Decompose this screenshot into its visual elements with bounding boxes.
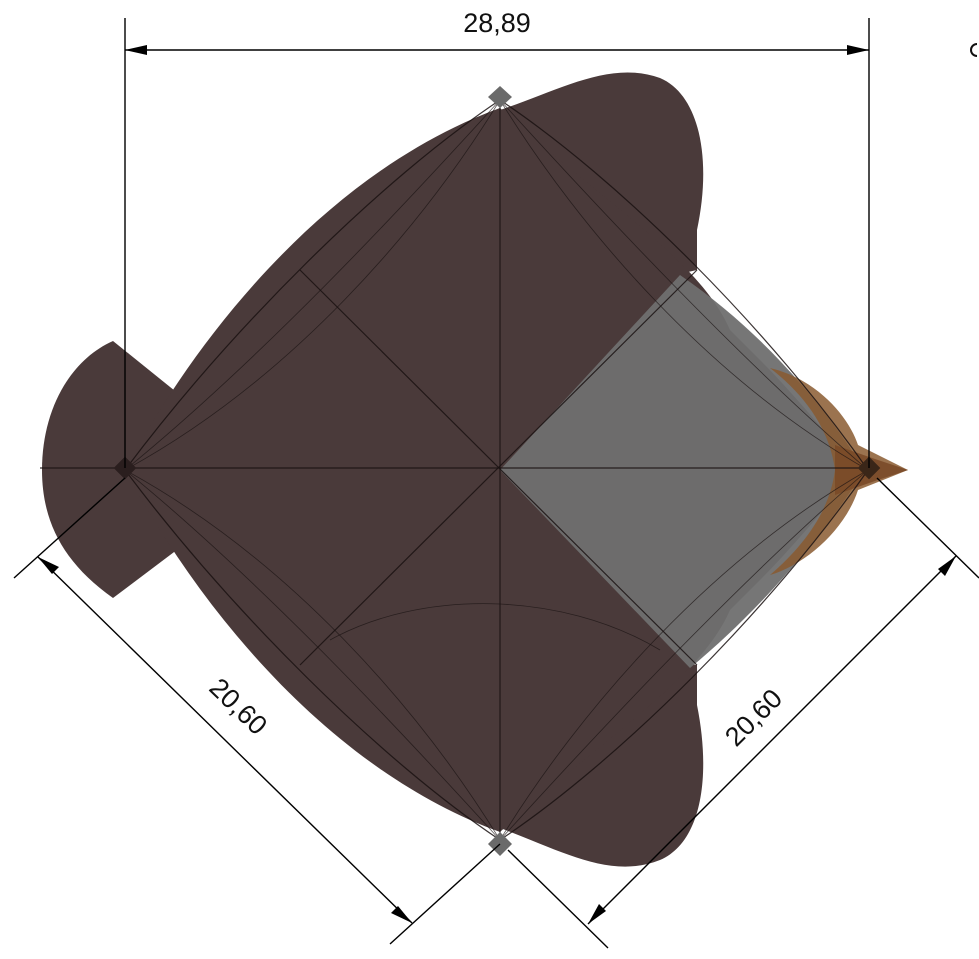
glass-panel — [500, 275, 865, 668]
facet-top-left-inner — [124, 99, 501, 471]
stray-glyph — [970, 43, 978, 57]
dim-right-ext-a — [876, 477, 979, 579]
diagonal-b — [299, 269, 698, 666]
dim-top-arrow-right — [847, 45, 869, 55]
dim-top-value: 28,89 — [463, 8, 531, 38]
dim-left-line — [37, 556, 413, 924]
facet-top-right — [499, 99, 869, 471]
facet-bottom-right-inner — [499, 469, 869, 841]
facet-bottom-left-inner2 — [124, 469, 501, 841]
facet-bottom-left-inner — [124, 469, 501, 841]
facet-bottom-right — [499, 469, 869, 841]
top-vertex-marker — [488, 86, 512, 108]
dim-right-value: 20,60 — [719, 683, 788, 752]
facet-top-right-inner2 — [499, 99, 869, 471]
facet-top-left-inner2 — [124, 99, 501, 471]
facet-top-right-inner — [499, 99, 869, 471]
dim-right-line — [587, 555, 957, 925]
facet-bottom-right-inner2 — [499, 469, 869, 841]
dim-right-arrow-a — [938, 556, 956, 576]
dim-left-value: 20,60 — [204, 672, 273, 741]
dim-left-ext-a — [13, 477, 126, 579]
dim-right-arrow-b — [588, 904, 606, 924]
dim-left-arrow-b — [391, 906, 412, 923]
dim-top-arrow-left — [125, 45, 147, 55]
facet-bottom-left — [124, 469, 501, 841]
dim-right-ext-b — [507, 849, 609, 949]
dim-left-arrow-a — [38, 557, 59, 574]
dim-left-ext-b — [389, 843, 501, 945]
inner-arc — [329, 603, 661, 651]
facet-top-left — [124, 99, 501, 471]
